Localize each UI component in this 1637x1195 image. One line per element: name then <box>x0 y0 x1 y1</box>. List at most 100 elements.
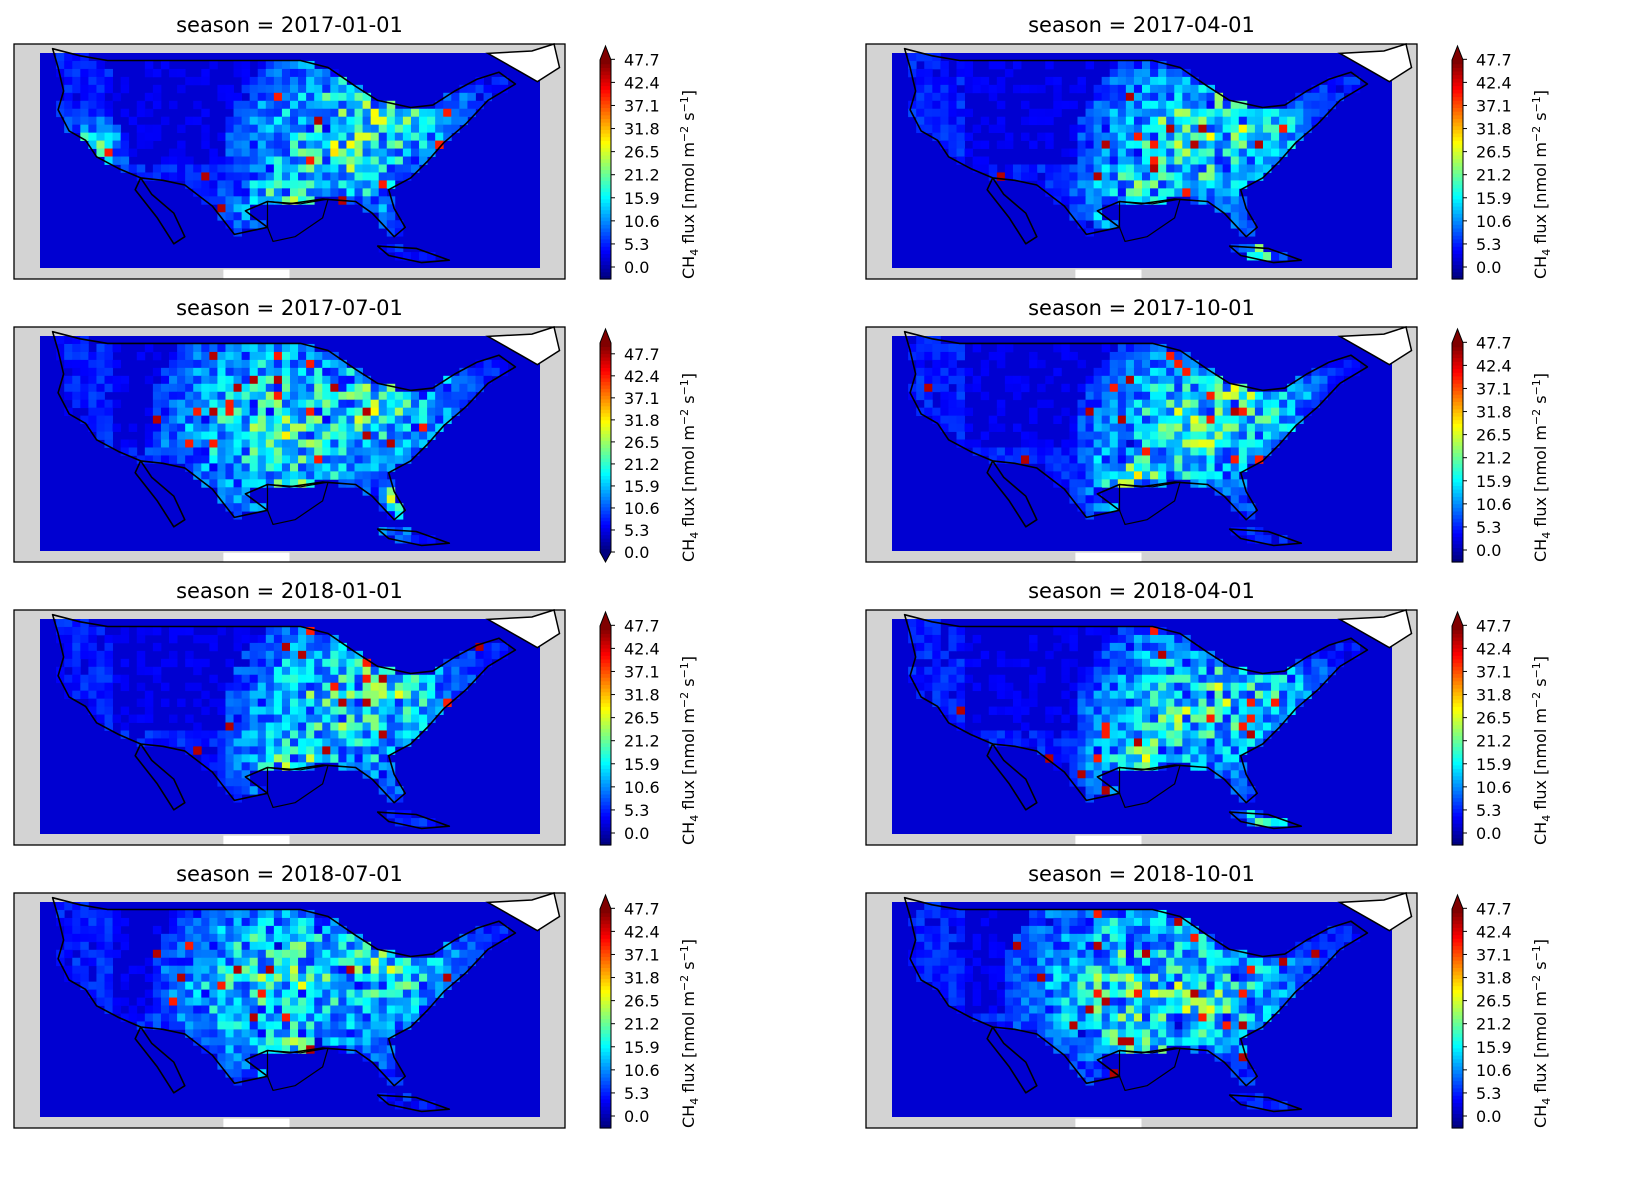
colorbar-tick-label: 5.3 <box>1476 518 1501 537</box>
coastline <box>903 896 1369 1113</box>
colorbar-tick-label: 42.4 <box>1476 922 1512 941</box>
colorbar-label: CH4 flux [nmol m−2 s−1] <box>1530 656 1553 845</box>
colorbar-tick-label: 26.5 <box>624 143 660 162</box>
panel-title: season = 2018-10-01 <box>1028 862 1255 886</box>
colorbar-extend-min <box>600 552 611 562</box>
colorbar-extend-max <box>600 895 611 909</box>
colorbar-tick-label: 47.7 <box>1476 616 1512 635</box>
colorbar-tick-label: 31.8 <box>624 120 660 139</box>
colorbar-label: CH4 flux [nmol m−2 s−1] <box>678 939 701 1128</box>
colorbar-tick-label: 15.9 <box>1476 472 1512 491</box>
colorbar-tick-label: 47.7 <box>1476 333 1512 352</box>
colorbar-tick-label: 47.7 <box>624 50 660 69</box>
colorbar-tick-label: 15.9 <box>624 755 660 774</box>
colorbar-tick-label: 5.3 <box>1476 1084 1501 1103</box>
land-patch-northeast <box>485 326 561 366</box>
colorbar-tick-label: 21.2 <box>624 166 660 185</box>
colorbar-tick-label: 31.8 <box>1476 403 1512 422</box>
colorbar-tick-label: 15.9 <box>1476 189 1512 208</box>
panel-2017-04-01: season = 2017-04-01 0.0 5.3 10.6 15.9 21.2 26.… <box>865 13 1553 280</box>
colorbar-tick-label: 26.5 <box>624 709 660 728</box>
land-patch-south <box>1075 835 1142 845</box>
colorbar-tick-label: 10.6 <box>624 1061 660 1080</box>
colorbar-tick-label: 10.6 <box>624 499 660 518</box>
axes-frame <box>865 892 1418 1129</box>
colorbar-tick-label: 31.8 <box>624 686 660 705</box>
colorbar-label: CH4 flux [nmol m−2 s−1] <box>1530 373 1553 562</box>
colorbar-tick-label: 42.4 <box>1476 356 1512 375</box>
colorbar-tick-label: 26.5 <box>1476 709 1512 728</box>
colorbar: 0.0 5.3 10.6 15.9 21.2 26.5 31.8 37.1 42.4 47.7 CH… <box>1451 893 1553 1129</box>
axes-frame <box>865 43 1418 280</box>
colorbar-tick-label: 0.0 <box>1476 824 1501 843</box>
land-patch-south <box>223 835 290 845</box>
land-patch-south <box>1075 269 1142 279</box>
colorbar-tick-label: 21.2 <box>1476 166 1512 185</box>
colorbar-tick-label: 37.1 <box>1476 945 1512 964</box>
colorbar-extend-max <box>600 46 611 60</box>
colorbar-tick-label: 10.6 <box>1476 495 1512 514</box>
colorbar-tick-label: 31.8 <box>1476 686 1512 705</box>
colorbar: 0.0 5.3 10.6 15.9 21.2 26.5 31.8 37.1 42.4 47.7 CH… <box>599 327 701 564</box>
colorbar-tick-label: 5.3 <box>624 801 649 820</box>
colorbar-tick-label: 26.5 <box>624 433 660 452</box>
colorbar-tick-label: 47.7 <box>624 616 660 635</box>
colorbar-tick-label: 47.7 <box>1476 50 1512 69</box>
panel-title: season = 2017-10-01 <box>1028 296 1255 320</box>
colorbar-label: CH4 flux [nmol m−2 s−1] <box>1530 90 1553 279</box>
colorbar-tick-label: 26.5 <box>1476 426 1512 445</box>
colorbar-tick-label: 15.9 <box>1476 755 1512 774</box>
colorbar: 0.0 5.3 10.6 15.9 21.2 26.5 31.8 37.1 42.4 47.7 CH… <box>599 893 701 1129</box>
land-patch-south <box>1075 1118 1142 1128</box>
panel-title: season = 2018-01-01 <box>176 579 403 603</box>
heatmap-grid <box>40 53 540 268</box>
heatmap-grid <box>40 336 540 551</box>
panel-2018-07-01: season = 2018-07-01 0.0 5.3 10.6 15.9 21.2 26.… <box>13 862 701 1129</box>
coastline <box>51 613 517 830</box>
axes-frame <box>13 43 566 280</box>
colorbar-tick-label: 0.0 <box>1476 541 1501 560</box>
axes-frame <box>865 326 1418 563</box>
heatmap-grid <box>892 902 1392 1117</box>
panel-title: season = 2018-04-01 <box>1028 579 1255 603</box>
colorbar-tick-label: 47.7 <box>1476 899 1512 918</box>
heatmap-grid <box>40 619 540 834</box>
colorbar-tick-label: 42.4 <box>624 73 660 92</box>
colorbar-tick-label: 21.2 <box>1476 449 1512 468</box>
colorbar-tick-label: 21.2 <box>624 1015 660 1034</box>
colorbar-tick-label: 0.0 <box>1476 1107 1501 1126</box>
axes-frame <box>13 892 566 1129</box>
colorbar: 0.0 5.3 10.6 15.9 21.2 26.5 31.8 37.1 42.4 47.7 CH… <box>1451 44 1553 280</box>
axes-frame <box>865 609 1418 846</box>
colorbar-label: CH4 flux [nmol m−2 s−1] <box>678 373 701 562</box>
colorbar-tick-label: 47.7 <box>624 345 660 364</box>
colorbar-tick-label: 15.9 <box>624 477 660 496</box>
coastline <box>903 330 1369 547</box>
colorbar-label: CH4 flux [nmol m−2 s−1] <box>1530 939 1553 1128</box>
colorbar-tick-label: 21.2 <box>624 455 660 474</box>
colorbar-tick-label: 42.4 <box>1476 73 1512 92</box>
colorbar-tick-label: 31.8 <box>1476 120 1512 139</box>
colorbar-tick-label: 21.2 <box>624 732 660 751</box>
land-patch-northeast <box>485 609 561 649</box>
panel-title: season = 2017-01-01 <box>176 13 403 37</box>
land-patch-south <box>223 1118 290 1128</box>
panel-2017-01-01: season = 2017-01-01 0.0 5.3 10.6 15.9 21.2 26.… <box>13 13 701 280</box>
coastline <box>51 330 517 547</box>
axes-frame <box>13 326 566 563</box>
coastline <box>51 896 517 1113</box>
colorbar: 0.0 5.3 10.6 15.9 21.2 26.5 31.8 37.1 42.4 47.7 CH… <box>1451 327 1553 563</box>
colorbar-tick-label: 5.3 <box>624 521 649 540</box>
colorbar-tick-label: 31.8 <box>1476 969 1512 988</box>
colorbar-tick-label: 10.6 <box>1476 1061 1512 1080</box>
colorbar-extend-max <box>1452 329 1463 343</box>
colorbar-tick-label: 10.6 <box>1476 778 1512 797</box>
coastline <box>903 47 1369 264</box>
colorbar-tick-label: 5.3 <box>1476 235 1501 254</box>
colorbar-tick-label: 42.4 <box>1476 639 1512 658</box>
colorbar: 0.0 5.3 10.6 15.9 21.2 26.5 31.8 37.1 42.4 47.7 CH… <box>599 610 701 846</box>
land-patch-northeast <box>485 43 561 83</box>
colorbar-tick-label: 42.4 <box>624 922 660 941</box>
colorbar-tick-label: 31.8 <box>624 411 660 430</box>
panel-title: season = 2017-04-01 <box>1028 13 1255 37</box>
